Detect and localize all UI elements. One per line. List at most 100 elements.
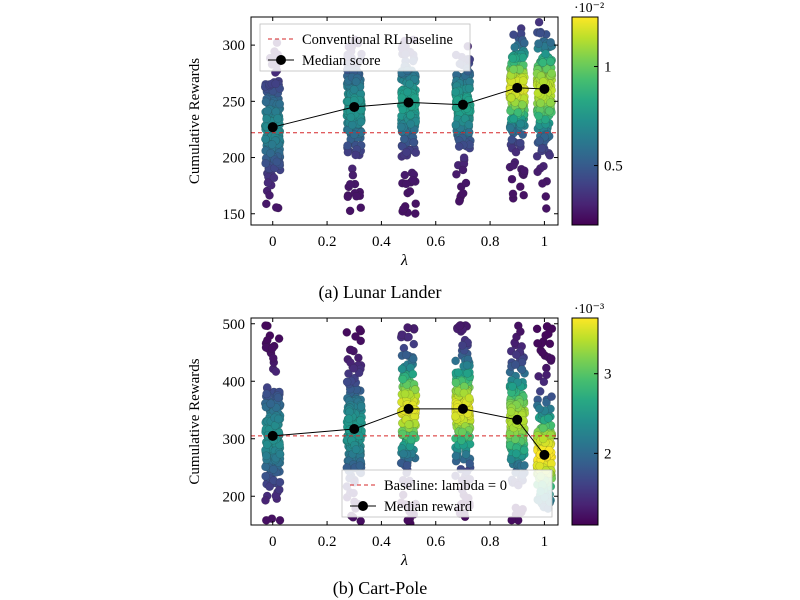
data-point — [546, 430, 556, 440]
data-point — [342, 377, 352, 387]
data-point — [535, 404, 544, 414]
data-point — [404, 332, 413, 342]
data-point — [271, 79, 281, 89]
median-marker — [267, 122, 278, 133]
data-point — [546, 98, 555, 107]
x-tick-label: 0 — [269, 534, 277, 550]
data-point — [454, 142, 464, 151]
data-point — [461, 449, 471, 459]
data-point — [267, 140, 277, 149]
median-marker — [512, 414, 523, 425]
data-point — [404, 420, 414, 429]
data-point — [356, 402, 366, 411]
data-point — [533, 167, 542, 177]
data-point — [346, 113, 356, 122]
data-point — [275, 477, 285, 487]
data-point — [348, 170, 358, 180]
data-point — [343, 141, 352, 150]
data-point — [261, 199, 271, 209]
data-point — [511, 449, 521, 459]
data-point — [345, 206, 355, 216]
data-point — [399, 204, 408, 214]
data-point — [457, 427, 467, 437]
data-point — [263, 106, 272, 116]
legend-median-marker — [358, 501, 368, 511]
data-point — [518, 130, 528, 139]
data-point — [454, 197, 464, 206]
data-point — [520, 460, 529, 470]
data-point — [349, 85, 359, 94]
data-point — [271, 203, 281, 212]
x-tick-label: 0.6 — [426, 534, 445, 550]
x-tick-label: 0.8 — [481, 234, 500, 250]
data-point — [544, 413, 553, 423]
data-point — [261, 321, 270, 330]
median-marker — [403, 97, 414, 108]
data-point — [546, 57, 555, 66]
data-point — [511, 350, 521, 360]
legend-median-label: Median reward — [384, 499, 473, 515]
data-point — [511, 360, 520, 369]
data-point — [463, 369, 472, 378]
data-point — [269, 465, 278, 474]
data-point — [262, 440, 272, 449]
data-point — [273, 393, 283, 402]
data-point — [464, 393, 474, 403]
data-point — [398, 429, 407, 439]
data-point — [460, 114, 470, 123]
data-point — [462, 360, 472, 370]
median-marker — [403, 403, 414, 414]
x-tick-label: 1 — [541, 234, 549, 250]
data-point — [517, 365, 527, 374]
y-tick-label: 200 — [223, 151, 246, 167]
data-point — [516, 138, 525, 148]
legend-median-marker — [276, 55, 286, 65]
data-point — [408, 175, 418, 185]
data-point — [345, 179, 355, 189]
data-point — [266, 399, 276, 409]
legend-median-label: Median score — [302, 53, 381, 69]
median-marker — [539, 83, 550, 94]
colorbar-exponent: ·10⁻³ — [574, 302, 604, 317]
data-point — [461, 178, 471, 188]
data-point — [507, 174, 517, 184]
data-point — [356, 416, 365, 425]
data-point — [406, 119, 416, 129]
data-point — [344, 414, 354, 424]
data-point — [464, 120, 474, 129]
data-point — [536, 98, 545, 108]
data-point — [356, 516, 365, 525]
x-axis-label: λ — [400, 552, 408, 569]
data-point — [261, 134, 270, 144]
data-point — [542, 398, 551, 407]
data-point — [400, 170, 410, 180]
data-point — [513, 108, 523, 117]
colorbar-exponent: ·10⁻² — [574, 1, 604, 16]
data-point — [507, 135, 517, 144]
data-point — [538, 348, 547, 357]
data-point — [396, 122, 406, 132]
data-point — [409, 138, 419, 147]
median-marker — [349, 423, 360, 434]
data-point — [451, 356, 460, 366]
median-marker — [457, 99, 468, 110]
x-tick-label: 0.2 — [318, 234, 337, 250]
data-point — [261, 159, 270, 168]
data-point — [265, 191, 274, 200]
median-line — [272, 408, 545, 456]
data-point — [547, 68, 557, 78]
panel-lunar-lander: 0 0.2 0.4 0.6 0.8 1 150 200 250 300 λ Cumulative Re… — [187, 1, 623, 303]
data-point — [272, 157, 282, 167]
data-point — [410, 125, 419, 135]
data-point — [275, 449, 285, 459]
data-point — [458, 165, 468, 175]
x-tick-label: 0.4 — [372, 234, 391, 250]
data-point — [405, 187, 415, 196]
data-point — [534, 111, 544, 121]
data-point — [520, 445, 529, 455]
data-point — [269, 173, 279, 183]
data-point — [351, 332, 360, 341]
data-point — [451, 87, 460, 97]
data-point — [541, 115, 550, 124]
